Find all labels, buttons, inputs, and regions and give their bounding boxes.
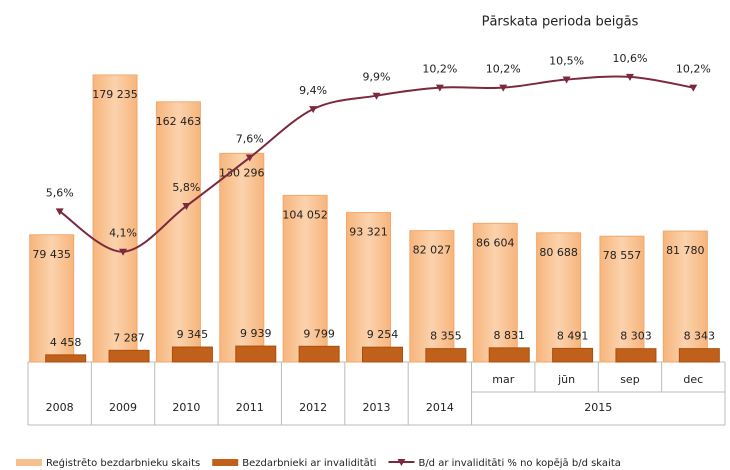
- data-label: 4 458: [50, 336, 82, 349]
- x-tick-label: 2011: [236, 401, 264, 414]
- x-tick-label: sep: [620, 373, 639, 386]
- data-label: 10,2%: [486, 63, 521, 76]
- line-marker: [625, 73, 634, 81]
- bar: [298, 345, 340, 363]
- x-tick-label: 2009: [109, 401, 137, 414]
- bar: [45, 354, 87, 363]
- legend-label: B/d ar invaliditāti % no kopējā b/d skai…: [418, 458, 620, 469]
- bar: [92, 74, 138, 363]
- data-label: 10,2%: [422, 63, 457, 76]
- data-label: 9 254: [367, 328, 399, 341]
- line-marker: [309, 106, 318, 114]
- line-marker: [55, 208, 64, 216]
- legend-swatch: [16, 459, 42, 466]
- data-label: 7 287: [113, 331, 145, 344]
- legend-swatch: [212, 459, 239, 466]
- data-label: 9 345: [177, 328, 209, 341]
- x-tick-label: 2008: [46, 401, 74, 414]
- legend-label: Reģistrēto bezdarbnieku skaits: [46, 458, 200, 469]
- bar: [235, 345, 277, 363]
- x-tick-label: 2013: [363, 401, 391, 414]
- data-label: 10,5%: [549, 55, 584, 68]
- line-marker: [562, 76, 571, 84]
- line-marker: [689, 84, 698, 92]
- x-tick-label: 2012: [299, 401, 327, 414]
- bar: [615, 348, 657, 363]
- data-label: 8 491: [557, 329, 589, 342]
- data-label: 4,1%: [109, 227, 137, 240]
- data-label: 9 799: [303, 327, 335, 340]
- line-marker: [245, 154, 254, 162]
- line-marker: [182, 202, 191, 210]
- data-label: 104 052: [282, 208, 328, 221]
- bar: [29, 234, 75, 363]
- data-label: 8 343: [684, 330, 716, 343]
- legend-label: Bezdarbnieki ar invaliditāti: [242, 458, 376, 469]
- line-marker: [499, 84, 508, 92]
- bar: [425, 348, 467, 363]
- line-marker: [435, 84, 444, 92]
- legend-swatch: [397, 459, 406, 466]
- bar: [108, 349, 150, 363]
- bar: [552, 347, 594, 363]
- x-tick-label: 2010: [172, 401, 200, 414]
- bar: [362, 346, 403, 363]
- data-label: 5,6%: [46, 186, 74, 199]
- data-label: 10,6%: [612, 52, 647, 65]
- x-tick-label: mar: [492, 373, 514, 386]
- bar: [171, 346, 213, 363]
- bar: [536, 232, 582, 363]
- bar: [155, 101, 201, 363]
- data-label: 10,2%: [676, 63, 711, 76]
- bar: [282, 194, 328, 363]
- data-label: 78 557: [603, 249, 642, 262]
- chart-title: Pārskata perioda beigās: [482, 15, 639, 30]
- data-label: 79 435: [32, 248, 71, 261]
- bar: [599, 235, 645, 363]
- bar: [488, 347, 530, 363]
- data-label: 8 831: [493, 329, 525, 342]
- x-tick-label: jūn: [557, 373, 575, 386]
- data-label: 5,8%: [172, 181, 200, 194]
- data-label: 82 027: [413, 244, 452, 257]
- data-label: 93 321: [349, 226, 388, 239]
- bar: [346, 212, 391, 363]
- bar: [662, 230, 708, 363]
- x-tick-label: 2014: [426, 401, 454, 414]
- line-marker: [372, 92, 381, 100]
- x-group-label: 2015: [584, 401, 612, 414]
- data-label: 179 235: [92, 88, 138, 101]
- data-label: 9,4%: [299, 84, 327, 97]
- data-label: 7,6%: [236, 133, 264, 146]
- data-label: 162 463: [156, 115, 202, 128]
- data-label: 80 688: [539, 246, 578, 259]
- line: [59, 75, 694, 253]
- bar: [219, 152, 265, 363]
- data-label: 8 303: [620, 330, 652, 343]
- x-tick-label: dec: [683, 373, 703, 386]
- line-marker: [119, 248, 128, 256]
- data-label: 9 939: [240, 327, 272, 340]
- data-label: 86 604: [476, 236, 515, 249]
- data-label: 8 355: [430, 330, 462, 343]
- data-label: 9,9%: [363, 71, 391, 84]
- data-label: 130 296: [219, 166, 265, 179]
- bar: [678, 348, 720, 363]
- data-label: 81 780: [666, 244, 705, 257]
